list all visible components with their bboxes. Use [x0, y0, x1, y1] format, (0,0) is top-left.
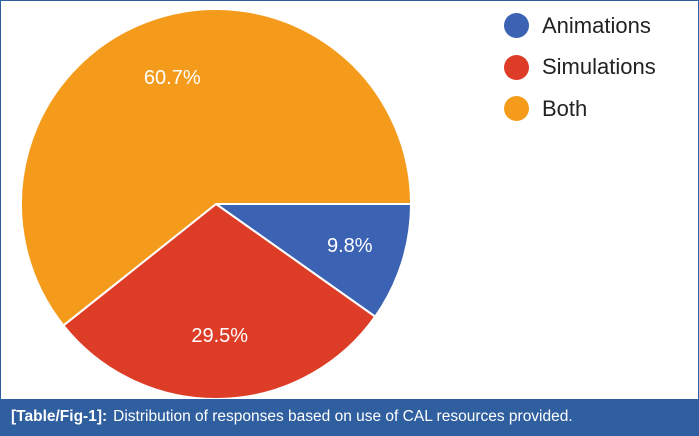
caption-text: Distribution of responses based on use o…: [113, 408, 573, 425]
legend-swatch-simulations: [504, 54, 529, 80]
legend-label-both: Both: [542, 95, 588, 121]
legend-item-animations: Animations: [504, 5, 656, 47]
figure-caption: [Table/Fig-1]: Distribution of responses…: [1, 399, 698, 435]
pie-slice-labels: 9.8% 29.5% 60.7%: [144, 67, 373, 347]
pie-slice-simulations: [62, 202, 377, 399]
legend-label-simulations: Simulations: [542, 54, 656, 80]
legend-item-simulations: Simulations: [504, 47, 656, 89]
caption-tag: [Table/Fig-1]:: [11, 408, 108, 425]
legend-swatch-animations: [504, 13, 529, 39]
slice-label-simulations: 29.5%: [191, 325, 248, 347]
legend-label-animations: Animations: [542, 12, 651, 38]
pie-slice-animations: [212, 203, 413, 319]
pie-slices: [20, 8, 413, 399]
pie-chart: 9.8% 29.5% 60.7%: [20, 8, 413, 399]
pie-slice-both: [20, 8, 413, 327]
chart-legend: Animations Simulations Both: [504, 5, 656, 130]
slice-label-animations: 9.8%: [327, 235, 373, 257]
legend-item-both: Both: [504, 88, 656, 130]
slice-label-both: 60.7%: [144, 67, 201, 89]
legend-swatch-both: [504, 96, 529, 122]
